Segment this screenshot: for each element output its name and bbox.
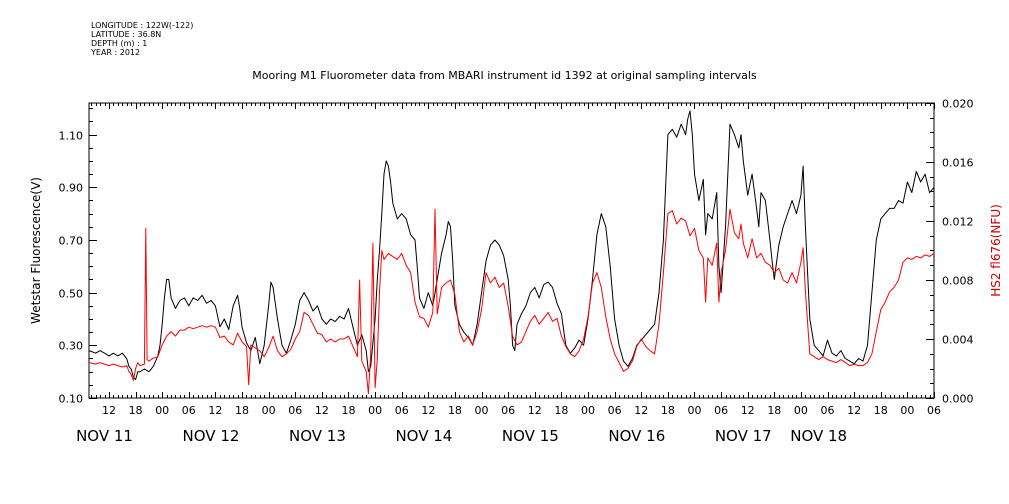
- x-tick-label: 06: [714, 404, 728, 417]
- x-tick-label: 18: [661, 404, 675, 417]
- x-tick-label: 18: [129, 404, 143, 417]
- x-tick-label: 00: [900, 404, 914, 417]
- x-day-label: NOV 16: [608, 427, 665, 445]
- x-tick-label: 06: [927, 404, 941, 417]
- x-tick-label: 12: [741, 404, 755, 417]
- x-day-label: NOV 18: [790, 427, 847, 445]
- x-day-label: NOV 14: [395, 427, 452, 445]
- meta-latitude: LATITUDE : 36.8N: [91, 30, 162, 39]
- y-left-tick-label: 0.50: [59, 288, 84, 301]
- x-tick-label: 00: [794, 404, 808, 417]
- x-tick-label: 12: [528, 404, 542, 417]
- x-tick-label: 00: [581, 404, 595, 417]
- x-tick-label: 18: [767, 404, 781, 417]
- x-day-label: NOV 17: [715, 427, 772, 445]
- x-tick-label: 06: [395, 404, 409, 417]
- x-tick-label: 06: [608, 404, 622, 417]
- x-tick-label: 12: [102, 404, 116, 417]
- x-day-label: NOV 13: [289, 427, 346, 445]
- x-tick-label: 00: [262, 404, 276, 417]
- x-tick-label: 18: [448, 404, 462, 417]
- y-left-axis-label: Wetstar Fluorescence(V): [29, 177, 43, 324]
- x-tick-label: 12: [208, 404, 222, 417]
- chart-title: Mooring M1 Fluorometer data from MBARI i…: [252, 69, 757, 82]
- y-right-tick-label: 0.004: [942, 334, 974, 347]
- x-tick-label: 00: [687, 404, 701, 417]
- x-day-label: NOV 11: [76, 427, 133, 445]
- series-wetstar-line: [88, 110, 935, 381]
- y-right-axis-label: HS2 fl676(NFU): [989, 204, 1003, 297]
- y-right-tick-label: 0.012: [942, 216, 974, 229]
- y-left-tick-label: 0.10: [59, 393, 84, 406]
- x-tick-label: 18: [554, 404, 568, 417]
- series-hs2-line: [88, 208, 935, 395]
- x-tick-label: 18: [341, 404, 355, 417]
- x-tick-label: 00: [155, 404, 169, 417]
- y-left-tick-label: 0.30: [59, 340, 84, 353]
- x-tick-label: 18: [874, 404, 888, 417]
- y-left-tick-label: 1.10: [59, 130, 84, 143]
- metadata-block: LONGITUDE : 122W(-122) LATITUDE : 36.8N …: [91, 21, 193, 57]
- x-tick-label: 18: [235, 404, 249, 417]
- y-right-tick-label: 0.016: [942, 157, 974, 170]
- x-tick-label: 06: [821, 404, 835, 417]
- y-left-tick-label: 0.90: [59, 182, 84, 195]
- x-day-label: NOV 15: [502, 427, 559, 445]
- x-tick-label: 06: [182, 404, 196, 417]
- x-tick-label: 12: [847, 404, 861, 417]
- meta-depth: DEPTH (m) : 1: [91, 39, 148, 48]
- x-tick-label: 00: [368, 404, 382, 417]
- x-tick-label: 06: [288, 404, 302, 417]
- y-left-tick-label: 0.70: [59, 235, 84, 248]
- x-tick-label: 12: [315, 404, 329, 417]
- plot-frame: [88, 102, 935, 399]
- y-right-tick-label: 0.008: [942, 275, 974, 288]
- x-tick-label: 12: [634, 404, 648, 417]
- y-right-tick-label: 0.020: [942, 98, 974, 111]
- x-tick-label: 00: [475, 404, 489, 417]
- x-day-label: NOV 12: [183, 427, 240, 445]
- meta-year: YEAR : 2012: [91, 48, 141, 57]
- meta-longitude: LONGITUDE : 122W(-122): [91, 21, 194, 30]
- x-tick-label: 12: [421, 404, 435, 417]
- x-tick-label: 06: [501, 404, 515, 417]
- y-right-tick-label: 0.000: [942, 393, 974, 406]
